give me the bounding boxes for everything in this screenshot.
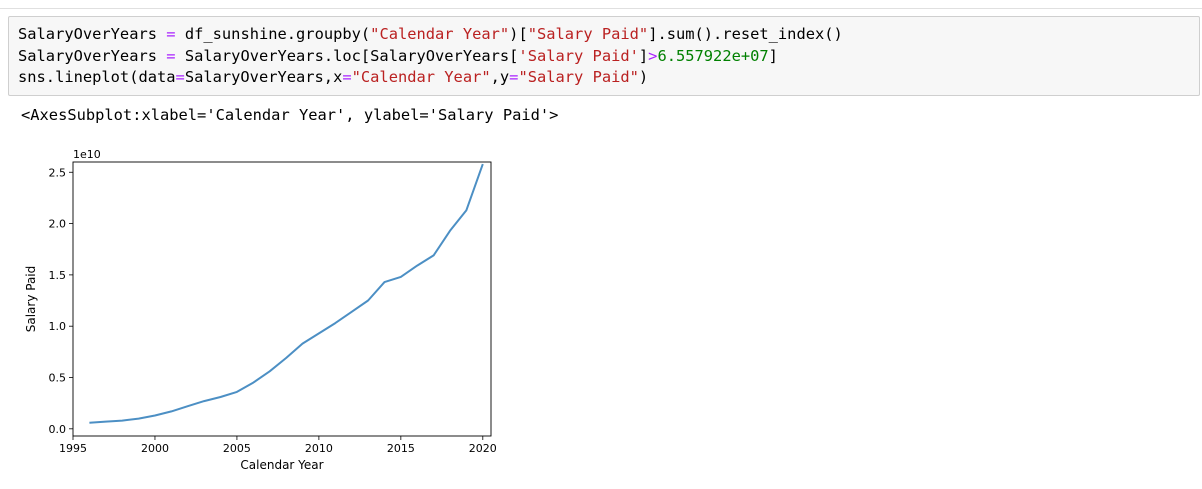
plot-layer: 1995 2000 2005 2010 2015 2020 0.0 0.5 1.0 1.5 2.0 2… <box>24 148 497 472</box>
line-chart: 1995 2000 2005 2010 2015 2020 0.0 0.5 1.0 1.5 2.0 2… <box>24 148 497 472</box>
x-tick-label: 2000 <box>141 442 169 455</box>
x-tick-label: 2015 <box>387 442 415 455</box>
y-tick-label: 0.5 <box>49 372 67 385</box>
output-prompt-marker <box>0 110 6 124</box>
y-tick-label: 0.0 <box>49 423 67 436</box>
output-text: <AxesSubplot:xlabel='Calendar Year', yla… <box>21 106 559 124</box>
y-offset-label: 1e10 <box>73 148 101 161</box>
x-tick-label: 1995 <box>59 442 87 455</box>
y-tick-label: 1.0 <box>49 320 67 333</box>
top-divider <box>0 8 1202 9</box>
code-line-2: SalaryOverYears = SalaryOverYears.loc[Sa… <box>18 46 778 65</box>
x-tick-label: 2010 <box>305 442 333 455</box>
y-tick-label: 2.0 <box>49 218 67 231</box>
y-tick-label: 1.5 <box>49 269 67 282</box>
x-axis-label: Calendar Year <box>240 458 323 472</box>
x-tick-label: 2020 <box>469 442 497 455</box>
plot-frame <box>72 161 492 437</box>
y-axis-label: Salary Paid <box>24 266 38 333</box>
code-input-cell[interactable]: SalaryOverYears = df_sunshine.groupby("C… <box>8 16 1200 96</box>
code-line-1: SalaryOverYears = df_sunshine.groupby("C… <box>18 25 843 43</box>
input-prompt-marker <box>0 24 6 38</box>
series-line <box>89 163 484 424</box>
y-tick-label: 2.5 <box>49 166 67 179</box>
x-tick-label: 2005 <box>223 442 251 455</box>
code-line-3: sns.lineplot(data=SalaryOverYears,x="Cal… <box>18 68 649 86</box>
code-editor[interactable]: SalaryOverYears = df_sunshine.groupby("C… <box>18 24 843 89</box>
